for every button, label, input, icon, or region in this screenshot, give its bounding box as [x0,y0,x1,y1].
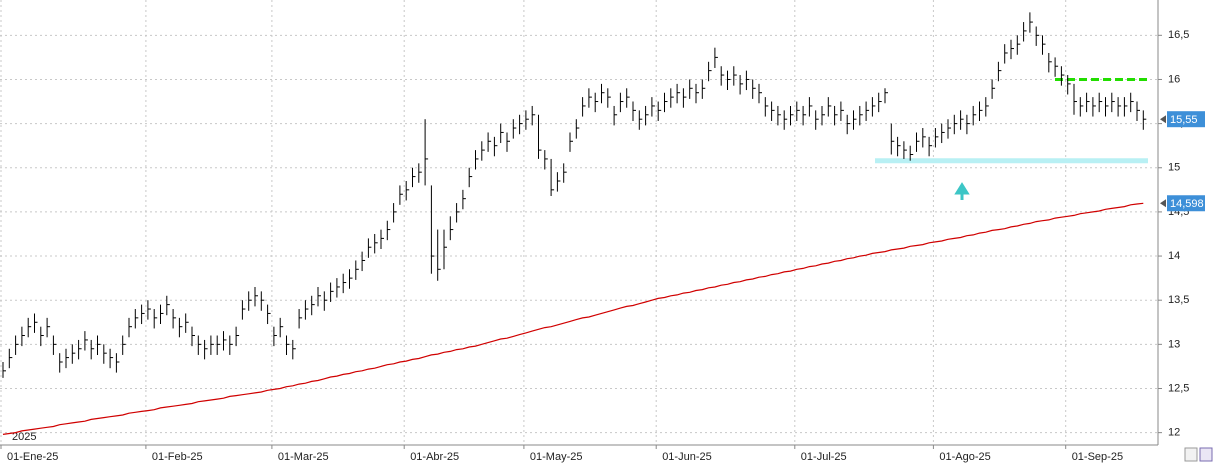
x-tick-label: 01-Abr-25 [410,451,459,463]
y-tick-label: 16 [1168,73,1180,85]
toolbar-button[interactable] [1184,447,1198,462]
y-tick-label: 16,5 [1168,29,1189,41]
ma-price-pointer [1160,199,1166,208]
y-tick-label: 12,5 [1168,382,1189,394]
year-label: 2025 [12,431,36,443]
y-tick-label: 12 [1168,427,1180,439]
x-tick-label: 01-Ene-25 [7,451,58,463]
x-tick-label: 01-Feb-25 [152,451,203,463]
moving-average-line [2,202,1144,435]
y-tick-label: 13,5 [1168,294,1189,306]
x-tick-label: 01-May-25 [530,451,583,463]
y-tick-label: 13 [1168,338,1180,350]
toolbar-button[interactable] [1199,447,1213,462]
last-price-text: 15,55 [1170,114,1198,126]
x-tick-label: 01-Mar-25 [278,451,329,463]
x-tick-label: 01-Jul-25 [801,451,847,463]
y-tick-label: 15 [1168,162,1180,174]
y-tick-label: 14 [1168,250,1180,262]
ma-price-text: 14,598 [1170,198,1204,210]
up-arrow [954,182,970,200]
last-price-pointer [1160,115,1166,124]
x-tick-label: 01-Jun-25 [662,451,712,463]
x-tick-label: 01-Sep-25 [1072,451,1123,463]
ma-price-box [1167,195,1205,212]
x-tick-label: 01-Ago-25 [939,451,990,463]
last-price-box [1167,111,1205,128]
grid-layer [0,0,1158,445]
